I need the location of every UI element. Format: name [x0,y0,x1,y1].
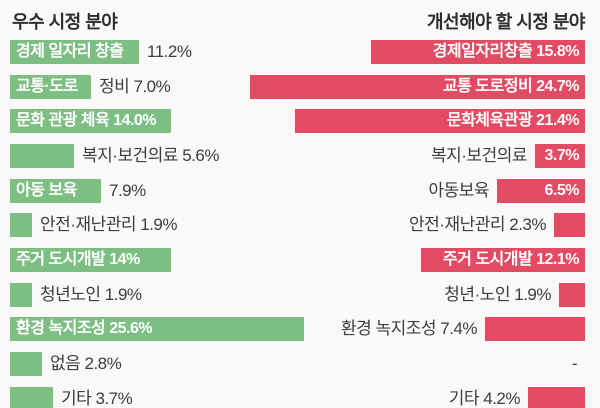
bar-outside-label: 청년·노인 1.9% [444,284,551,304]
bar-row: 3.7% 복지·보건의료 [0,143,600,168]
bar-row: 복지·보건의료 5.6% [0,143,600,168]
bar [535,143,585,168]
bar-outside-label: 환경 녹지조성 7.4% [340,319,478,339]
bar-row: 환경 녹지조성 25.6% [0,317,600,342]
bar-row: 기타 4.2% [0,386,600,408]
bar-outside-label: 정비 7.0% [99,76,171,96]
bar-outside-label: 복지·보건의료 5.6% [82,145,219,165]
bar-row: 안전·재난관리 2.3% [0,213,600,238]
bar-row: 6.5% 아동보육 [0,178,600,203]
bar-inside-label: 3.7% [544,146,580,164]
bar-inside-label: 경제일자리창출 15.8% [432,43,580,60]
bar [250,74,585,99]
bar-inside-label: 문화 관광 체육 14.0% [16,112,157,130]
bar-outside-label: 안전·재난관리 1.9% [40,215,177,235]
bar-row: 아동 보육 7.9% [0,178,600,203]
bar [485,317,585,342]
left-chart-title: 우수 시정 분야 [12,12,118,32]
bar-row: 안전·재난관리 1.9% [0,213,600,238]
bar [528,386,585,408]
bar-inside-label: 문화체육관광 21.4% [446,112,580,130]
bar-row: 문화 관광 체육 14.0% [0,109,600,134]
bar-outside-label: 기타 3.7% [61,388,133,408]
bar [559,282,585,307]
bar-row: 환경 녹지조성 7.4% [0,317,600,342]
bar [10,213,32,238]
bar [10,282,32,307]
bar-row: 주거 도시개발 14% [0,247,600,272]
bar-row: 없음 2.8% [0,351,600,376]
bar-outside-label: 기타 4.2% [448,388,521,408]
bar [295,109,585,134]
bar-outside-label: - [571,353,578,373]
bar [10,74,91,99]
right-chart-title: 개선해야 할 시정 분야 [426,12,586,32]
bar [10,317,304,342]
bar-row: 경제일자리창출 15.8% [0,40,600,64]
bar-row: 청년노인 1.9% [0,282,600,307]
bar-row: 문화체육관광 21.4% [0,109,600,134]
bar-outside-label: 청년노인 1.9% [40,284,142,304]
bar [10,178,101,203]
bar-inside-label: 아동 보육 [16,181,77,199]
bar [371,40,585,64]
bar [10,247,171,272]
bar-inside-label: 주거 도시개발 12.1% [442,250,580,268]
bar-row: 교통·도로 정비 7.0% [0,74,600,99]
bar-inside-label: 환경 녹지조성 25.6% [16,320,153,338]
bar-outside-label: 아동보육 [428,180,489,200]
bar-outside-label: 11.2% [147,42,192,61]
bar-inside-label: 경제 일자리 창출 [16,43,124,60]
bar-row: 교통 도로정비 24.7% [0,74,600,99]
bar [10,143,74,168]
bar [10,386,53,408]
bar-inside-label: 교통 도로정비 24.7% [442,77,580,95]
bar-inside-label: 교통·도로 [16,77,78,95]
bar [421,247,585,272]
bar-inside-label: 주거 도시개발 14% [16,250,140,268]
bar [10,109,171,134]
bar [10,351,42,376]
bar-row: - [0,352,600,376]
bar-row: 주거 도시개발 12.1% [0,247,600,272]
bar [497,178,585,203]
bar [554,213,585,238]
bar-outside-label: 없음 2.8% [50,353,122,373]
bar-outside-label: 7.9% [109,180,146,200]
bar-outside-label: 안전·재난관리 2.3% [409,215,546,235]
bar-inside-label: 6.5% [544,181,580,199]
bar-row: 기타 3.7% [0,386,600,408]
bar-row: 청년·노인 1.9% [0,282,600,307]
bar-row: 경제 일자리 창출 11.2% [0,40,600,64]
bar [10,40,139,64]
bar-outside-label: 복지·보건의료 [430,145,528,165]
